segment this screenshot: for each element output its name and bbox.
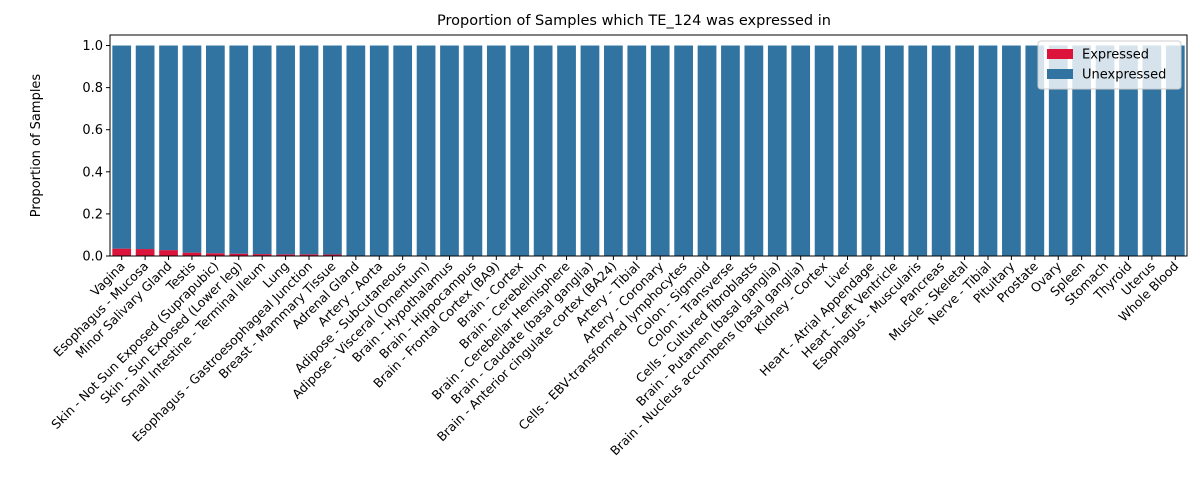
- y-axis: 0.0 0.2 0.4 0.6 0.8 1.0: [82, 39, 110, 265]
- bars-group: [112, 45, 1185, 257]
- bar-unexpressed-5: [229, 45, 249, 254]
- bar-unexpressed-2: [159, 45, 178, 251]
- bar-unexpressed-29: [791, 45, 811, 257]
- bar-expressed-9: [323, 254, 342, 256]
- bar-unexpressed-0: [112, 45, 132, 249]
- bar-unexpressed-38: [1002, 45, 1021, 257]
- bar-expressed-2: [159, 250, 178, 256]
- legend-swatch-expressed: [1047, 49, 1073, 59]
- bar-unexpressed-6: [252, 45, 272, 255]
- bar-unexpressed-15: [463, 45, 483, 257]
- legend-label-unexpressed: Unexpressed: [1082, 68, 1166, 83]
- bar-unexpressed-11: [369, 45, 389, 257]
- bar-unexpressed-39: [1025, 45, 1045, 257]
- bar-unexpressed-3: [182, 45, 202, 253]
- bar-unexpressed-8: [299, 45, 319, 255]
- bar-unexpressed-45: [1165, 45, 1185, 257]
- bar-unexpressed-9: [323, 45, 342, 255]
- bar-unexpressed-35: [931, 45, 951, 257]
- bar-unexpressed-44: [1142, 45, 1162, 257]
- bar-unexpressed-19: [557, 45, 576, 257]
- bar-unexpressed-13: [416, 45, 436, 257]
- bar-unexpressed-21: [604, 45, 623, 257]
- bar-unexpressed-28: [767, 45, 787, 257]
- y-tick-label: 0.8: [82, 81, 103, 96]
- y-tick-label: 0.4: [82, 165, 103, 180]
- bar-unexpressed-18: [533, 45, 553, 257]
- chart-title: Proportion of Samples which TE_124 was e…: [437, 13, 831, 29]
- legend-swatch-unexpressed: [1047, 69, 1073, 79]
- y-tick-label: 0.0: [82, 250, 103, 265]
- bar-unexpressed-30: [814, 45, 834, 257]
- bar-unexpressed-12: [393, 45, 413, 257]
- bar-expressed-1: [135, 249, 155, 256]
- bar-unexpressed-1: [135, 45, 155, 250]
- bar-expressed-4: [205, 253, 225, 256]
- plot-frame: [109, 34, 1188, 257]
- bar-unexpressed-27: [744, 45, 764, 257]
- bar-unexpressed-22: [627, 45, 647, 257]
- legend-box: [1037, 40, 1182, 90]
- legend-label-expressed: Expressed: [1082, 48, 1149, 63]
- bar-unexpressed-40: [1048, 45, 1068, 257]
- y-tick-label: 0.6: [82, 123, 103, 138]
- bar-unexpressed-23: [650, 45, 670, 257]
- bar-unexpressed-36: [955, 45, 974, 257]
- bar-unexpressed-37: [978, 45, 998, 257]
- bar-expressed-6: [252, 254, 272, 256]
- bar-unexpressed-20: [580, 45, 600, 257]
- y-tick-label: 0.2: [82, 207, 103, 222]
- bar-unexpressed-43: [1119, 45, 1138, 257]
- bar-unexpressed-14: [440, 45, 459, 257]
- bar-unexpressed-10: [346, 45, 366, 257]
- bar-unexpressed-32: [861, 45, 881, 257]
- bar-unexpressed-17: [510, 45, 530, 257]
- bar-expressed-7: [276, 254, 295, 256]
- bar-unexpressed-4: [205, 45, 225, 254]
- y-tick-label: 1.0: [82, 39, 103, 54]
- bar-unexpressed-25: [697, 45, 717, 257]
- bar-expressed-8: [299, 254, 319, 256]
- bar-unexpressed-26: [721, 45, 740, 257]
- bar-unexpressed-7: [276, 45, 295, 255]
- bar-unexpressed-24: [674, 45, 693, 257]
- y-axis-label: Proportion of Samples: [29, 74, 44, 218]
- bar-unexpressed-42: [1095, 45, 1115, 257]
- bar-unexpressed-34: [908, 45, 928, 257]
- bar-unexpressed-33: [884, 45, 904, 257]
- bar-expressed-5: [229, 253, 249, 256]
- bar-unexpressed-41: [1072, 45, 1092, 257]
- bar-unexpressed-31: [838, 45, 857, 257]
- bar-unexpressed-16: [486, 45, 506, 257]
- bar-expressed-0: [112, 248, 132, 256]
- bar-expressed-3: [182, 252, 202, 256]
- legend: Expressed Unexpressed: [1037, 40, 1182, 90]
